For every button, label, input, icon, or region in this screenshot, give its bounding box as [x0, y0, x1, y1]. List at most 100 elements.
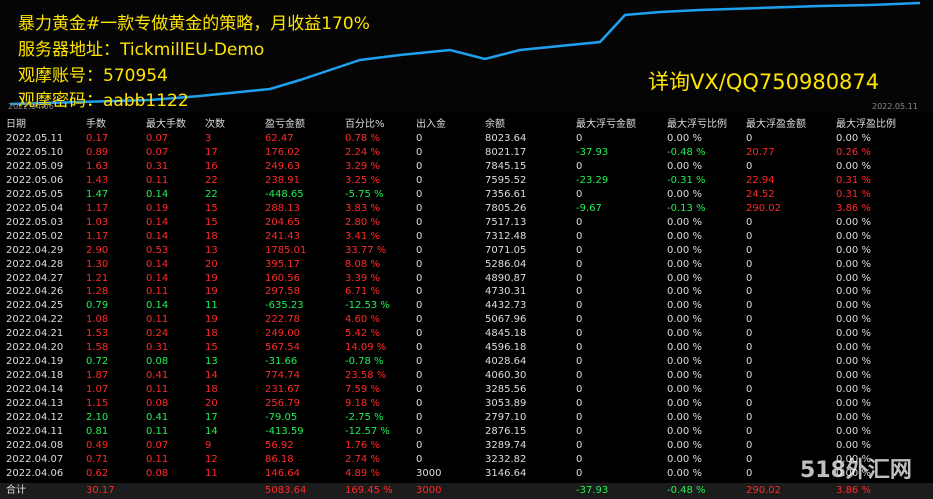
- table-cell: 0: [416, 188, 423, 200]
- table-cell: 24.52: [746, 188, 775, 200]
- table-cell: -0.31 %: [667, 174, 706, 186]
- column-header: 最大浮盈比例: [836, 119, 896, 130]
- table-cell: 20: [205, 398, 218, 410]
- table-cell: 0: [746, 453, 753, 465]
- table-cell: 0.00 %: [667, 467, 702, 479]
- table-cell: 2.80 %: [345, 216, 380, 228]
- table-cell: 3146.64: [485, 467, 527, 479]
- table-cell: -9.67: [576, 202, 602, 214]
- table-cell: 0.00 %: [667, 439, 702, 451]
- table-cell: 4060.30: [485, 370, 527, 382]
- column-header: 余额: [485, 119, 505, 130]
- table-cell: 33.77 %: [345, 244, 387, 256]
- table-cell: 2022.05.06: [6, 174, 64, 186]
- total-cell: 5083.64: [265, 485, 307, 496]
- table-cell: 297.58: [265, 286, 300, 298]
- table-cell: 86.18: [265, 453, 294, 465]
- table-cell: 0: [576, 286, 583, 298]
- table-cell: 4028.64: [485, 356, 527, 368]
- table-cell: 6.71 %: [345, 286, 380, 298]
- table-cell: 0: [746, 160, 753, 172]
- table-cell: 0: [416, 453, 423, 465]
- table-cell: 0.24: [146, 328, 169, 340]
- table-cell: 774.74: [265, 370, 300, 382]
- table-cell: 2022.04.22: [6, 314, 64, 326]
- table-cell: 176.02: [265, 146, 300, 158]
- column-header: 最大浮亏比例: [667, 119, 727, 130]
- table-cell: 13: [205, 356, 218, 368]
- table-cell: 249.00: [265, 328, 300, 340]
- table-cell: 0.00 %: [836, 286, 871, 298]
- table-cell: 0: [576, 370, 583, 382]
- table-cell: 2022.04.25: [6, 300, 64, 312]
- equity-chart: [0, 0, 933, 112]
- table-cell: 2022.04.21: [6, 328, 64, 340]
- table-cell: 4.89 %: [345, 467, 380, 479]
- table-cell: 0: [746, 133, 753, 144]
- table-cell: 0.81: [86, 425, 109, 437]
- table-cell: 4.60 %: [345, 314, 380, 326]
- table-cell: 22: [205, 174, 218, 186]
- table-cell: 7312.48: [485, 230, 527, 242]
- table-cell: 0: [416, 425, 423, 437]
- table-cell: 1785.01: [265, 244, 307, 256]
- table-cell: 0: [576, 425, 583, 437]
- table-cell: 0.00 %: [836, 258, 871, 270]
- table-cell: 0: [416, 133, 423, 144]
- table-cell: 0.11: [146, 453, 169, 465]
- table-cell: 2022.05.03: [6, 216, 64, 228]
- table-cell: 0.00 %: [836, 398, 871, 410]
- table-cell: 0: [416, 398, 423, 410]
- table-cell: 0: [746, 216, 753, 228]
- column-header: 盈亏金额: [265, 119, 305, 130]
- table-cell: 0.14: [146, 258, 169, 270]
- table-cell: 3.86 %: [836, 202, 871, 214]
- table-cell: 8.08 %: [345, 258, 380, 270]
- table-cell: 0: [576, 384, 583, 396]
- header-line: 观摩密码：aabb1122: [18, 91, 189, 111]
- table-cell: 23.58 %: [345, 370, 387, 382]
- table-cell: 5067.96: [485, 314, 527, 326]
- table-cell: 0.00 %: [836, 356, 871, 368]
- table-cell: 17: [205, 412, 218, 423]
- table-cell: 1.30: [86, 258, 109, 270]
- table-cell: 62.47: [265, 133, 294, 144]
- table-cell: 0: [746, 272, 753, 284]
- table-cell: 14: [205, 425, 218, 437]
- table-cell: 0.62: [86, 467, 109, 479]
- table-cell: 1.15: [86, 398, 109, 410]
- table-cell: 3.41 %: [345, 230, 380, 242]
- table-cell: 0: [746, 328, 753, 340]
- table-cell: 0.00 %: [667, 328, 702, 340]
- table-cell: 0: [746, 230, 753, 242]
- table-cell: 0: [416, 244, 423, 256]
- table-cell: 2022.04.28: [6, 258, 64, 270]
- start-date: 2022.04.06: [8, 102, 54, 111]
- column-header: 最大手数: [146, 119, 186, 130]
- table-cell: 22: [205, 188, 218, 200]
- table-cell: 0.07: [146, 146, 169, 158]
- table-cell: 0: [416, 412, 423, 423]
- table-cell: 2022.04.14: [6, 384, 64, 396]
- table-cell: 8023.64: [485, 133, 527, 144]
- table-cell: 0: [746, 398, 753, 410]
- column-header: 最大浮亏金额: [576, 119, 636, 130]
- table-cell: -12.57 %: [345, 425, 390, 437]
- table-cell: 4596.18: [485, 342, 527, 354]
- table-cell: 0.00 %: [836, 370, 871, 382]
- table-cell: 4890.87: [485, 272, 527, 284]
- table-cell: 0.00 %: [836, 425, 871, 437]
- table-cell: 0.00 %: [836, 272, 871, 284]
- table-cell: 3.39 %: [345, 272, 380, 284]
- table-cell: 0.08: [146, 398, 169, 410]
- table-cell: 0.00 %: [667, 133, 702, 144]
- column-header: 次数: [205, 119, 225, 130]
- table-cell: 0: [416, 342, 423, 354]
- table-cell: 0.71: [86, 453, 109, 465]
- table-cell: 222.78: [265, 314, 300, 326]
- table-cell: 2022.05.11: [6, 133, 64, 144]
- table-cell: 2022.04.20: [6, 342, 64, 354]
- table-cell: 0.14: [146, 272, 169, 284]
- table-cell: 7356.61: [485, 188, 527, 200]
- table-cell: 3000: [416, 467, 442, 479]
